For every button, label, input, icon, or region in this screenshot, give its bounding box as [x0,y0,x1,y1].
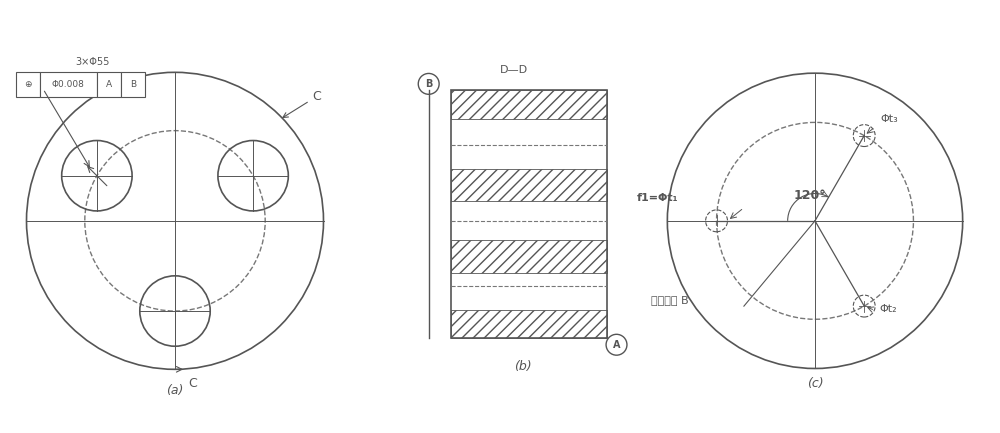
Text: ⊕: ⊕ [24,80,31,89]
Bar [451,240,607,273]
Bar [451,90,607,119]
FancyBboxPatch shape [121,72,145,97]
Text: A: A [106,80,112,89]
Text: (c): (c) [807,378,823,391]
Bar [451,169,607,201]
Text: 120°: 120° [793,189,826,202]
FancyBboxPatch shape [40,72,97,97]
Text: B: B [425,79,432,89]
Text: C: C [283,90,321,117]
FancyBboxPatch shape [16,72,40,97]
Text: A: A [613,340,620,350]
Text: D—D: D—D [499,65,528,75]
Text: Φt₂: Φt₂ [880,304,897,313]
Bar [451,310,607,338]
Bar [451,90,607,338]
Text: Φt₃: Φt₃ [881,114,898,124]
Text: 基准轴线 B: 基准轴线 B [651,295,689,305]
Text: (a): (a) [166,384,184,397]
Text: (b): (b) [514,360,531,373]
FancyBboxPatch shape [97,72,121,97]
Text: f1=Φt₁: f1=Φt₁ [637,193,678,203]
Text: B: B [130,80,136,89]
Text: Φ0.008: Φ0.008 [52,80,85,89]
Text: 3×Φ55: 3×Φ55 [75,57,110,67]
Text: C: C [188,377,197,390]
